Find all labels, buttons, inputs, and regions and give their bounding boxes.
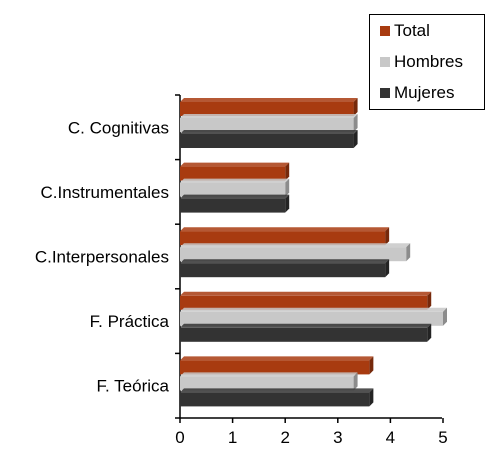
ticks-layer xyxy=(175,94,444,423)
legend-label-total: Total xyxy=(394,21,430,40)
bar-side-mujeres-c-interpersonales xyxy=(385,259,390,278)
bar-top-hombres-f-te-rica xyxy=(180,372,358,377)
bar-mujeres-c-interpersonales xyxy=(180,263,386,278)
legend-label-hombres: Hombres xyxy=(394,52,463,71)
legend: Total Hombres Mujeres xyxy=(369,14,485,110)
category-label-c-instrumentales: C.Instrumentales xyxy=(41,183,170,202)
legend-swatch-hombres xyxy=(380,57,390,67)
bar-top-total-c-instrumentales xyxy=(180,162,290,167)
bar-top-mujeres-f-pr-ctica xyxy=(180,323,432,328)
category-label-c-cognitivas: C. Cognitivas xyxy=(68,118,169,137)
legend-swatch-mujeres xyxy=(380,88,390,98)
bar-side-mujeres-f-pr-ctica xyxy=(427,323,432,342)
x-tick-label-2: 2 xyxy=(280,428,289,447)
bar-hombres-c-cognitivas xyxy=(180,118,354,132)
bar-mujeres-c-instrumentales xyxy=(180,198,286,213)
x-tick-label-0: 0 xyxy=(175,428,184,447)
bar-side-total-c-cognitivas xyxy=(353,98,358,116)
x-tick-label-5: 5 xyxy=(438,428,447,447)
bar-top-total-f-pr-ctica xyxy=(180,291,432,296)
bar-total-c-cognitivas xyxy=(180,102,354,116)
bar-total-f-te-rica xyxy=(180,360,370,375)
category-label-f-pr-ctica: F. Práctica xyxy=(90,312,170,331)
bar-top-total-c-cognitivas xyxy=(180,98,358,102)
bar-top-hombres-c-cognitivas xyxy=(180,114,358,118)
bar-mujeres-f-pr-ctica xyxy=(180,327,428,342)
bar-hombres-f-pr-ctica xyxy=(180,311,443,326)
x-tick-label-4: 4 xyxy=(386,428,395,447)
x-tick-label-1: 1 xyxy=(228,428,237,447)
category-label-c-interpersonales: C.Interpersonales xyxy=(35,248,169,267)
bar-side-hombres-c-instrumentales xyxy=(285,178,290,197)
bar-side-mujeres-c-cognitivas xyxy=(353,130,358,148)
bar-side-total-f-pr-ctica xyxy=(427,291,432,310)
bar-total-c-interpersonales xyxy=(180,231,386,246)
bar-side-mujeres-c-instrumentales xyxy=(285,194,290,213)
bar-top-hombres-f-pr-ctica xyxy=(180,307,447,312)
bar-top-hombres-c-interpersonales xyxy=(180,243,411,248)
bar-top-mujeres-f-te-rica xyxy=(180,388,374,393)
legend-item-hombres: Hombres xyxy=(380,52,463,72)
bar-top-mujeres-c-cognitivas xyxy=(180,130,358,134)
x-tick-label-3: 3 xyxy=(333,428,342,447)
bar-top-mujeres-c-interpersonales xyxy=(180,259,390,264)
bar-hombres-f-te-rica xyxy=(180,376,354,391)
legend-item-mujeres: Mujeres xyxy=(380,83,454,103)
bar-top-mujeres-c-instrumentales xyxy=(180,194,290,199)
legend-item-total: Total xyxy=(380,21,430,41)
bar-side-hombres-c-interpersonales xyxy=(406,243,411,262)
labels-layer: C. Cognitivas C.Instrumentales C.Interpers… xyxy=(35,118,448,447)
bar-side-hombres-f-pr-ctica xyxy=(443,307,447,326)
legend-swatch-total xyxy=(380,26,390,36)
bar-side-hombres-f-te-rica xyxy=(353,372,358,391)
bar-mujeres-f-te-rica xyxy=(180,392,370,407)
category-label-f-te-rica: F. Teórica xyxy=(97,377,170,396)
bar-side-total-c-interpersonales xyxy=(385,227,390,246)
bar-side-total-f-te-rica xyxy=(369,356,374,375)
bars-layer xyxy=(180,98,447,407)
bar-top-hombres-c-instrumentales xyxy=(180,178,290,183)
bar-side-mujeres-f-te-rica xyxy=(369,388,374,407)
bar-total-c-instrumentales xyxy=(180,166,286,181)
bar-top-total-c-interpersonales xyxy=(180,227,390,232)
bar-side-hombres-c-cognitivas xyxy=(353,114,358,132)
bar-mujeres-c-cognitivas xyxy=(180,134,354,148)
bar-top-total-f-te-rica xyxy=(180,356,374,361)
bar-hombres-c-instrumentales xyxy=(180,182,286,197)
bar-total-f-pr-ctica xyxy=(180,295,428,310)
bar-side-total-c-instrumentales xyxy=(285,162,290,181)
legend-label-mujeres: Mujeres xyxy=(394,83,455,102)
bar-hombres-c-interpersonales xyxy=(180,247,407,262)
